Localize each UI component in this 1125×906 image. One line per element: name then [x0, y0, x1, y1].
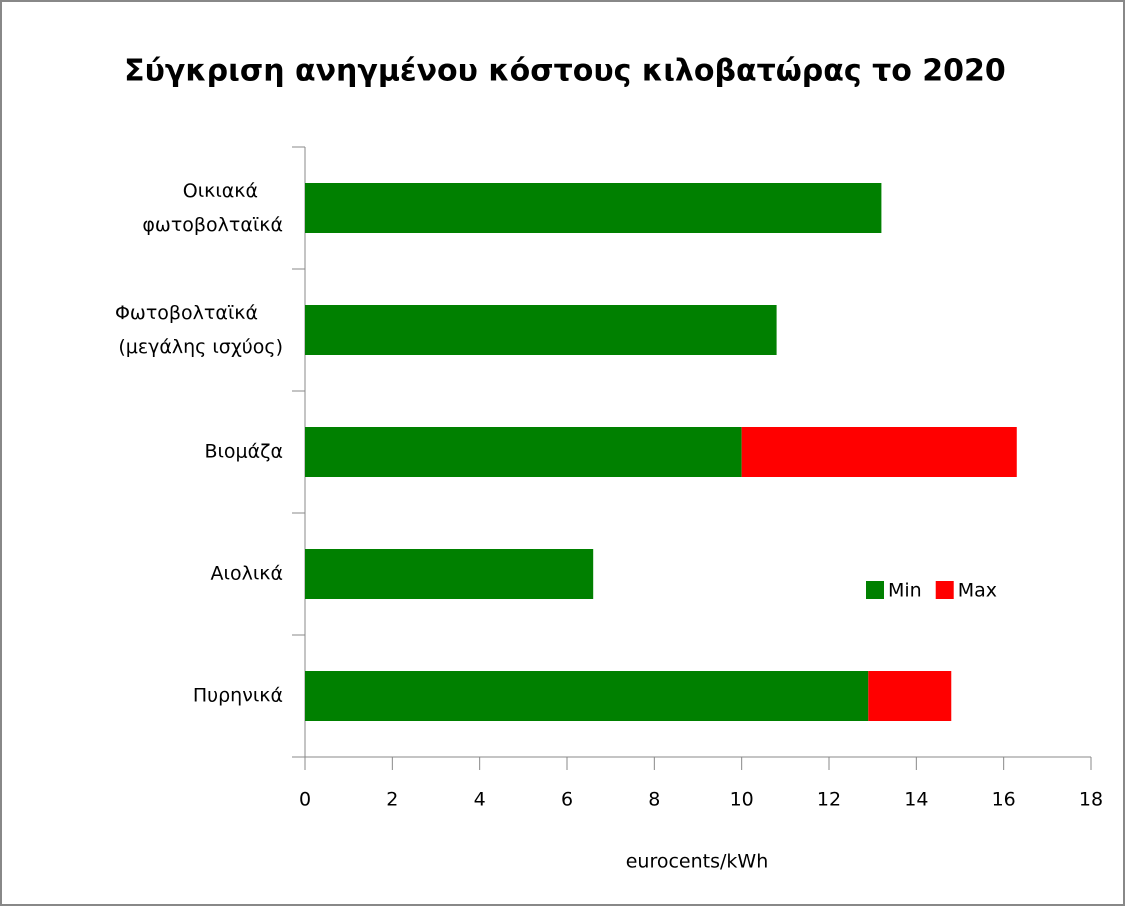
y-tick-label: Αιολικά — [211, 563, 283, 585]
y-tick-label: Βιομάζα — [204, 441, 283, 463]
bar — [305, 549, 594, 599]
legend-label: Max — [958, 580, 997, 602]
bar — [305, 183, 882, 233]
x-tick-label: 12 — [817, 789, 841, 811]
x-tick-label: 8 — [648, 789, 660, 811]
y-tick-label: Φωτοβολταϊκά (μεγάλης ισχύος) — [115, 302, 283, 358]
legend-label: Min — [888, 580, 922, 602]
chart-title: Σύγκριση ανηγμένου κόστους κιλοβατώρας τ… — [124, 54, 1006, 89]
y-tick-label: Οικιακά φωτοβολταϊκά — [142, 180, 283, 236]
legend-swatch — [866, 581, 884, 599]
x-tick-label: 2 — [386, 789, 398, 811]
x-tick-label: 18 — [1079, 789, 1103, 811]
x-tick-label: 10 — [730, 789, 754, 811]
x-tick-label: 0 — [299, 789, 311, 811]
bar — [868, 671, 952, 721]
x-tick-label: 4 — [474, 789, 486, 811]
bar — [741, 427, 1017, 477]
bar — [305, 427, 742, 477]
bar — [305, 671, 869, 721]
x-axis-label: eurocents/kWh — [626, 851, 769, 873]
legend-swatch — [935, 581, 954, 599]
bar — [305, 305, 777, 355]
x-tick-label: 16 — [992, 789, 1016, 811]
x-tick-label: 14 — [904, 789, 928, 811]
y-tick-label: Πυρηνικά — [193, 685, 283, 707]
x-tick-label: 6 — [561, 789, 573, 811]
